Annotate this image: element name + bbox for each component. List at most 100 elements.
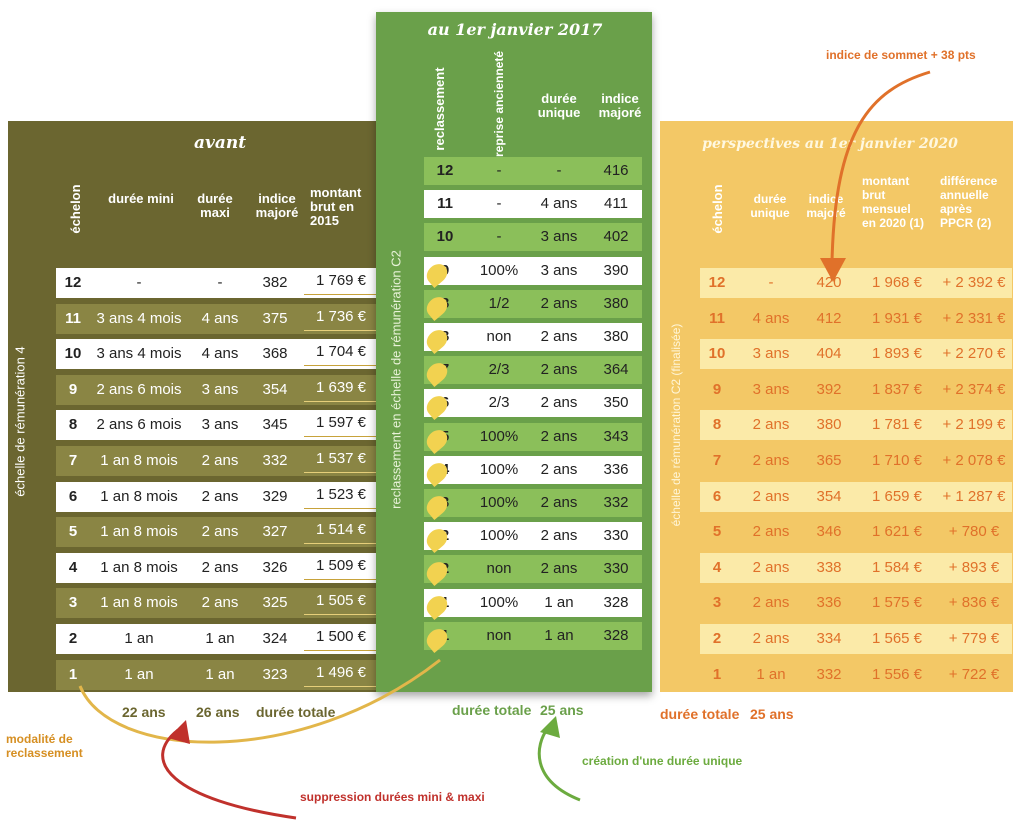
persp-row: 7 2 ans 365 1 710 € + 2 078 € [700,446,1012,476]
avant-cell-indice: 325 [262,594,288,612]
annotation-indice-sommet: indice de sommet + 38 pts [826,48,976,62]
avant-cell-montant: 1 509 € [304,553,378,580]
mid-cell-reprise: non [486,560,512,578]
persp-cell-indice: 338 [816,558,842,576]
mid-header-indice-majore: indice majoré [598,91,642,120]
mid-cell-reprise: 100% [479,460,519,478]
perspectives-title: perspectives au 1er janvier 2020 [702,136,958,152]
mid-cell-indice: 380 [603,328,629,345]
persp-header-montant: montant brut mensuel en 2020 (1) [862,174,925,230]
mid-cell-indice: 330 [603,527,629,545]
mid-cell-reclassement: 12 [436,162,454,179]
persp-row: 11 4 ans 412 1 931 € + 2 331 € [700,303,1012,334]
persp-cell-indice: 404 [816,345,842,363]
persp-cell-duree: 3 ans [752,380,790,398]
avant-row: 6 1 an 8 mois 2 ans 329 1 523 € [56,481,380,512]
avant-header-indice-majore: indice majoré [255,191,299,220]
avant-cell-duree-mini: 1 an [124,630,154,647]
avant-cell-echelon: 3 [68,594,78,612]
mid-header-duree-unique: durée unique [537,91,581,120]
avant-cell-echelon: 9 [68,380,78,398]
mid-cell-indice: 336 [603,460,629,478]
persp-cell-echelon: 9 [712,380,722,398]
persp-cell-difference: + 2 078 € [942,452,1006,469]
arrow-suppression [161,728,297,820]
avant-cell-duree-maxi: 2 ans [201,452,239,469]
persp-cell-difference: + 780 € [948,523,1000,541]
persp-cell-montant: 1 556 € [871,665,923,683]
mid-cell-duree: 2 ans [540,460,578,478]
persp-cell-echelon: 2 [712,630,722,647]
persp-cell-difference: + 2 270 € [942,345,1006,363]
persp-cell-montant: 1 584 € [871,558,923,576]
mid-cell-reclassement: 11 [437,195,453,213]
persp-row: 3 2 ans 336 1 575 € + 836 € [700,588,1012,619]
avant-row: 4 1 an 8 mois 2 ans 326 1 509 € [56,552,380,583]
persp-row: 6 2 ans 354 1 659 € + 1 287 € [700,481,1012,512]
avant-cell-indice: 327 [262,523,288,541]
mid-cell-indice: 416 [603,162,629,179]
mid-cell-reprise: non [486,328,512,345]
mid-cell-duree: 1 an [544,626,574,644]
mid-cell-duree: 2 ans [540,361,578,379]
mid-cell-indice: 364 [603,361,629,379]
mid-cell-reprise: 100% [479,527,519,545]
avant-footer-label: durée totale [256,704,336,720]
mid-cell-reprise: 100% [479,494,519,511]
mid-title: au 1er janvier 2017 [427,20,603,39]
persp-cell-echelon: 3 [712,594,722,612]
avant-cell-montant: 1 496 € [304,660,378,687]
persp-cell-indice: 346 [816,523,842,541]
arrow-modalite [78,658,441,744]
persp-cell-indice: 336 [816,594,842,612]
persp-cell-difference: + 779 € [948,630,1000,647]
avant-cell-duree-mini: 1 an 8 mois [100,487,178,505]
avant-cell-montant: 1 639 € [304,375,378,402]
persp-row: 12 - 420 1 968 € + 2 392 € [700,268,1012,298]
persp-cell-indice: 332 [816,665,842,683]
avant-header-montant: montant brut en 2015 [310,185,362,228]
annotation-modalite: modalité de reclassement [6,732,83,760]
mid-cell-indice: 411 [604,195,628,213]
persp-cell-difference: + 2 331 € [942,309,1006,327]
persp-cell-echelon: 1 [712,665,722,683]
avant-cell-duree-mini: 1 an 8 mois [100,558,178,576]
avant-cell-indice: 375 [262,309,288,327]
avant-cell-duree-maxi: 1 an [205,630,235,647]
avant-cell-echelon: 7 [68,452,78,469]
avant-cell-echelon: 8 [68,416,78,434]
persp-cell-montant: 1 710 € [871,452,923,469]
arrow-sommet [830,70,931,263]
avant-cell-duree-maxi: 2 ans [201,523,239,541]
arrow-creation-head [540,716,560,738]
persp-footer-value: 25 ans [750,706,794,722]
avant-cell-indice: 354 [262,380,288,398]
persp-header-duree-unique: durée unique [750,192,790,220]
avant-cell-duree-mini: - [136,274,142,291]
persp-cell-difference: + 893 € [948,558,1000,576]
persp-cell-indice: 380 [816,416,842,434]
persp-footer-label: durée totale [660,706,740,722]
avant-cell-echelon: 11 [65,309,81,327]
persp-cell-duree: 2 ans [752,594,790,612]
persp-row: 2 2 ans 334 1 565 € + 779 € [700,624,1012,654]
persp-cell-indice: 420 [816,274,842,291]
persp-cell-duree: 1 an [756,665,786,683]
avant-cell-duree-mini: 2 ans 6 mois [96,380,182,398]
avant-header-duree-mini: durée mini [108,191,174,206]
persp-cell-echelon: 10 [708,345,726,363]
avant-cell-indice: 329 [262,487,288,505]
mid-row: 11 - 4 ans 411 [424,190,642,219]
arrow-sommet-head [820,258,846,282]
persp-row: 9 3 ans 392 1 837 € + 2 374 € [700,374,1012,405]
persp-row: 8 2 ans 380 1 781 € + 2 199 € [700,410,1012,441]
persp-cell-duree: 2 ans [752,523,790,541]
avant-footer-mini: 22 ans [122,704,166,720]
mid-cell-duree: 2 ans [540,527,578,545]
persp-cell-echelon: 5 [712,523,722,541]
persp-row: 1 1 an 332 1 556 € + 722 € [700,659,1012,690]
